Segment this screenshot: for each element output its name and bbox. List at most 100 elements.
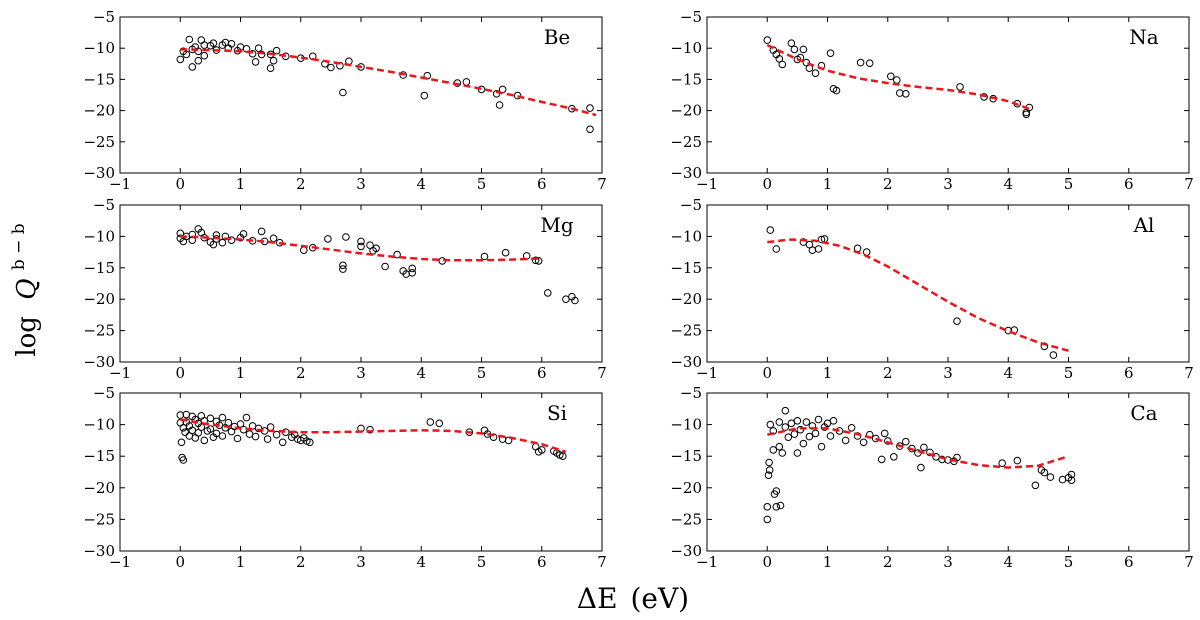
data-point bbox=[257, 227, 266, 236]
fit-curve bbox=[767, 238, 1069, 352]
data-point bbox=[197, 423, 206, 431]
x-tick-label: 6 bbox=[537, 553, 547, 571]
data-point bbox=[176, 55, 185, 64]
x-tick-label: 3 bbox=[356, 364, 366, 382]
x-tick-label: 6 bbox=[1124, 364, 1134, 382]
data-point bbox=[766, 420, 775, 429]
x-tick-label: 7 bbox=[597, 553, 607, 571]
x-tick-label: 0 bbox=[175, 553, 185, 571]
data-point bbox=[884, 437, 892, 445]
y-tick-label: −10 bbox=[670, 227, 702, 245]
plot-frame bbox=[706, 392, 1190, 552]
fit-curve bbox=[767, 427, 1069, 469]
data-point bbox=[357, 242, 365, 251]
y-tick-label: −20 bbox=[670, 479, 702, 497]
data-point bbox=[953, 317, 961, 326]
panel-element-label: Na bbox=[1129, 25, 1159, 49]
data-point bbox=[764, 471, 773, 480]
x-tick-label: 0 bbox=[762, 175, 772, 193]
data-point bbox=[426, 418, 435, 426]
data-point bbox=[357, 237, 365, 246]
x-tick-label: 4 bbox=[416, 175, 426, 193]
data-point bbox=[194, 47, 203, 56]
data-point bbox=[902, 437, 910, 446]
data-point bbox=[393, 250, 401, 259]
data-point bbox=[179, 456, 188, 464]
x-tick-label: 7 bbox=[1184, 553, 1194, 571]
x-tick-label: 0 bbox=[762, 364, 772, 382]
data-point bbox=[829, 417, 838, 425]
x-tick-label: 7 bbox=[597, 175, 607, 193]
scatter-points bbox=[763, 36, 1034, 119]
data-point bbox=[194, 429, 203, 437]
data-point bbox=[224, 418, 233, 427]
data-point bbox=[248, 50, 257, 58]
x-tick-label: 1 bbox=[823, 175, 833, 193]
data-point bbox=[805, 432, 814, 441]
data-point bbox=[197, 412, 206, 420]
data-point bbox=[339, 265, 347, 273]
data-point bbox=[920, 443, 928, 452]
y-tick-label: −30 bbox=[670, 542, 702, 560]
y-tick-label: −25 bbox=[83, 510, 115, 528]
data-point bbox=[814, 415, 823, 424]
data-point bbox=[197, 36, 206, 44]
x-tick-label: 0 bbox=[762, 553, 772, 571]
data-point bbox=[339, 88, 347, 97]
data-point bbox=[251, 432, 260, 441]
data-point bbox=[980, 93, 988, 101]
data-point bbox=[781, 406, 790, 415]
x-tick-label: 5 bbox=[477, 364, 487, 382]
fit-curve bbox=[180, 48, 597, 117]
y-tick-label: −25 bbox=[670, 322, 702, 340]
data-point bbox=[772, 503, 781, 511]
data-point bbox=[772, 245, 781, 253]
data-point bbox=[366, 241, 374, 249]
data-point bbox=[423, 71, 432, 80]
data-point bbox=[339, 261, 347, 270]
data-point bbox=[254, 44, 263, 53]
data-point bbox=[586, 104, 594, 112]
data-point bbox=[381, 262, 389, 271]
data-point bbox=[763, 36, 772, 44]
plot-frame bbox=[119, 392, 603, 552]
data-point bbox=[832, 86, 841, 95]
data-point bbox=[209, 39, 218, 48]
data-point bbox=[841, 436, 850, 445]
data-point bbox=[233, 434, 242, 443]
data-point bbox=[893, 76, 901, 84]
y-tick-label: −10 bbox=[83, 39, 115, 57]
data-point bbox=[408, 264, 417, 273]
data-point bbox=[218, 413, 227, 422]
data-point bbox=[272, 430, 281, 439]
y-tick-label: −5 bbox=[93, 196, 115, 214]
x-tick-label: 4 bbox=[416, 553, 426, 571]
x-tick-label: 6 bbox=[537, 364, 547, 382]
data-point bbox=[200, 41, 209, 49]
panel-element-label: Al bbox=[1133, 213, 1155, 237]
data-point bbox=[871, 434, 880, 443]
x-tick-label: −1 bbox=[109, 364, 131, 382]
data-point bbox=[856, 58, 865, 67]
fit-curve bbox=[766, 43, 1033, 112]
data-point bbox=[489, 433, 498, 442]
data-point bbox=[324, 235, 332, 243]
x-tick-label: 4 bbox=[416, 364, 426, 382]
y-tick-label: −30 bbox=[670, 164, 702, 182]
data-point bbox=[953, 453, 961, 462]
data-point bbox=[1040, 468, 1049, 477]
data-point bbox=[765, 466, 774, 474]
data-point bbox=[218, 238, 227, 247]
x-tick-label: 5 bbox=[1064, 175, 1074, 193]
data-point bbox=[763, 515, 772, 524]
data-point bbox=[790, 45, 799, 54]
data-point bbox=[765, 458, 773, 467]
data-point bbox=[826, 432, 835, 440]
data-point bbox=[242, 413, 251, 422]
data-point bbox=[1013, 456, 1022, 465]
data-point bbox=[784, 433, 793, 442]
y-tick-label: −20 bbox=[83, 102, 115, 120]
data-point bbox=[306, 438, 314, 447]
x-tick-label: 7 bbox=[597, 364, 607, 382]
